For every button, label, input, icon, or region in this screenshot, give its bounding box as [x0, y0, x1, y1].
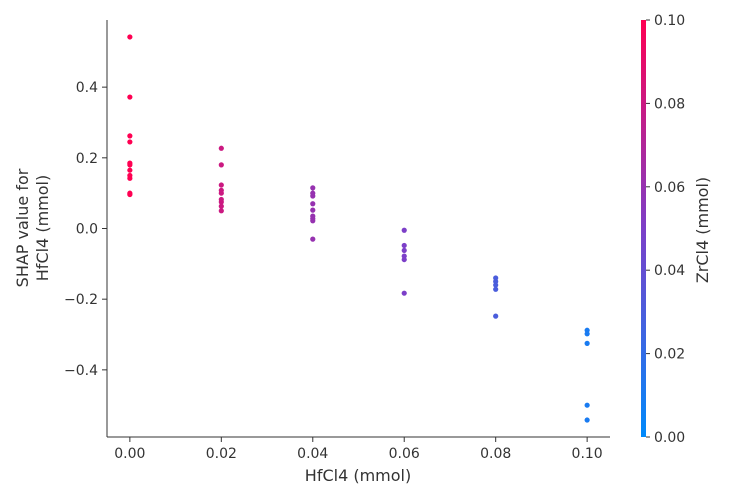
y-tick-label: 0.4 [76, 80, 98, 96]
data-point [218, 208, 224, 214]
data-point [127, 162, 133, 168]
data-point [218, 162, 224, 168]
y-tick-label: −0.2 [64, 292, 98, 308]
data-point [493, 286, 499, 292]
data-point [493, 282, 499, 288]
data-point [401, 290, 407, 296]
data-point [584, 331, 590, 337]
x-tick-label: 0.04 [297, 446, 328, 462]
data-point [310, 218, 316, 224]
colorbar-ticks: 0.10 0.08 0.06 0.04 0.02 0.00 [646, 13, 685, 446]
data-point [310, 236, 316, 242]
data-point [218, 145, 224, 151]
data-point [493, 313, 499, 319]
x-tick-label: 0.00 [114, 446, 145, 462]
data-point [584, 417, 590, 423]
y-tick-label: 0.2 [76, 151, 98, 167]
data-point [218, 199, 224, 205]
data-point [127, 167, 133, 173]
data-point [401, 242, 407, 249]
data-point [310, 185, 316, 191]
data-point [310, 193, 316, 199]
data-point [127, 175, 133, 181]
y-axis-title-line1: SHAP value for [13, 168, 32, 287]
data-point [584, 340, 590, 346]
y-tick-label: −0.4 [64, 363, 98, 379]
y-ticks: 0.4 0.2 0.0 −0.2 −0.4 [64, 80, 107, 379]
colorbar-tick-label: 0.06 [654, 180, 685, 196]
data-point [127, 34, 133, 40]
y-axis-title-line2: HfCl4 (mmol) [33, 175, 52, 281]
y-tick-label: 0.0 [76, 222, 98, 238]
colorbar-tick-label: 0.08 [654, 96, 685, 112]
data-point [127, 139, 133, 145]
data-point [310, 201, 316, 207]
data-point [127, 191, 133, 198]
colorbar-tick-label: 0.00 [654, 430, 685, 446]
data-point [127, 133, 133, 139]
data-points [127, 34, 590, 423]
x-ticks: 0.00 0.02 0.04 0.06 0.08 0.10 [114, 437, 603, 462]
x-tick-label: 0.08 [480, 446, 511, 462]
x-tick-label: 0.02 [206, 446, 237, 462]
colorbar-tick-label: 0.02 [654, 347, 685, 363]
data-point [127, 94, 133, 100]
data-point [401, 227, 407, 233]
x-tick-label: 0.06 [389, 446, 420, 462]
data-point [218, 190, 224, 196]
x-axis-title: HfCl4 (mmol) [305, 466, 411, 485]
colorbar [641, 20, 646, 437]
data-point [401, 256, 407, 263]
colorbar-tick-label: 0.10 [654, 13, 685, 29]
colorbar-tick-label: 0.04 [654, 263, 685, 279]
data-point [218, 203, 224, 209]
data-point [310, 207, 316, 213]
colorbar-title: ZrCl4 (mmol) [693, 177, 712, 283]
data-point [584, 402, 590, 408]
data-point [218, 182, 224, 188]
data-point [401, 247, 407, 254]
x-tick-label: 0.10 [572, 446, 603, 462]
